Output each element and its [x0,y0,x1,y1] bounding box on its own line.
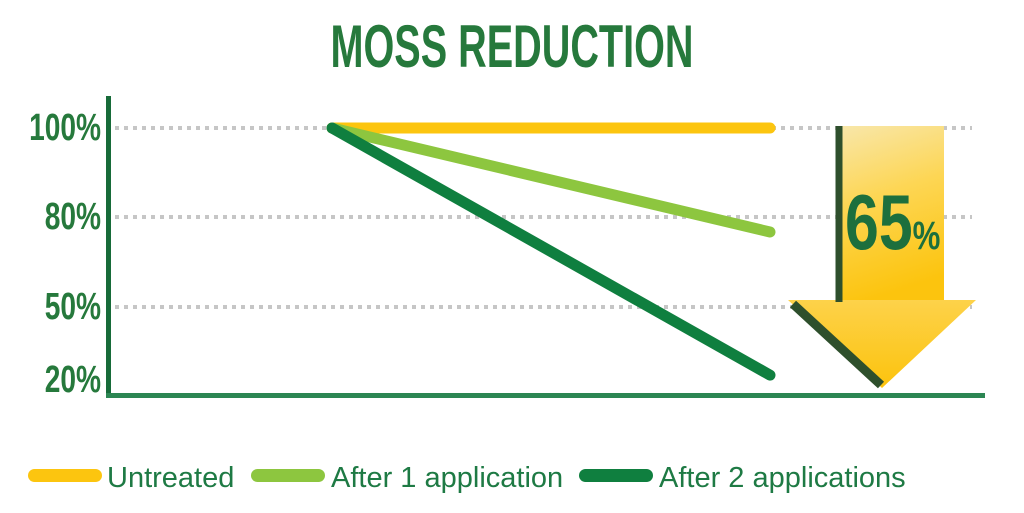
y-tick-label-80: 80% [44,196,101,238]
arrow-head-edge [789,300,885,389]
legend-label-after-1-application: After 1 application [331,462,564,494]
legend-swatch-untreated [28,469,102,482]
legend-swatch-after-1-application [251,469,325,482]
series-line-after-1-application [326,122,776,238]
reduction-value: 65% [845,183,940,261]
gridline-50 [115,305,972,309]
arrow-stem [836,126,944,304]
y-tick-label-50: 50% [44,286,101,328]
legend-swatch-after-2-applications [579,469,653,482]
legend: Untreated After 1 application After 2 ap… [0,458,1024,498]
gridline-80 [115,215,972,219]
reduction-percent-sign: % [912,214,941,258]
y-tick-label-20: 20% [44,359,101,401]
legend-label-after-2-applications: After 2 applications [659,462,906,494]
x-axis-line [106,393,985,398]
reduction-number: 65 [845,178,913,266]
chart-title: MOSS REDUCTION [330,13,694,80]
y-axis-line [106,96,111,397]
series-line-after-2-applications [326,122,776,381]
legend-label-untreated: Untreated [107,462,235,494]
y-tick-label-100: 100% [29,107,102,149]
arrow-head [788,300,976,388]
